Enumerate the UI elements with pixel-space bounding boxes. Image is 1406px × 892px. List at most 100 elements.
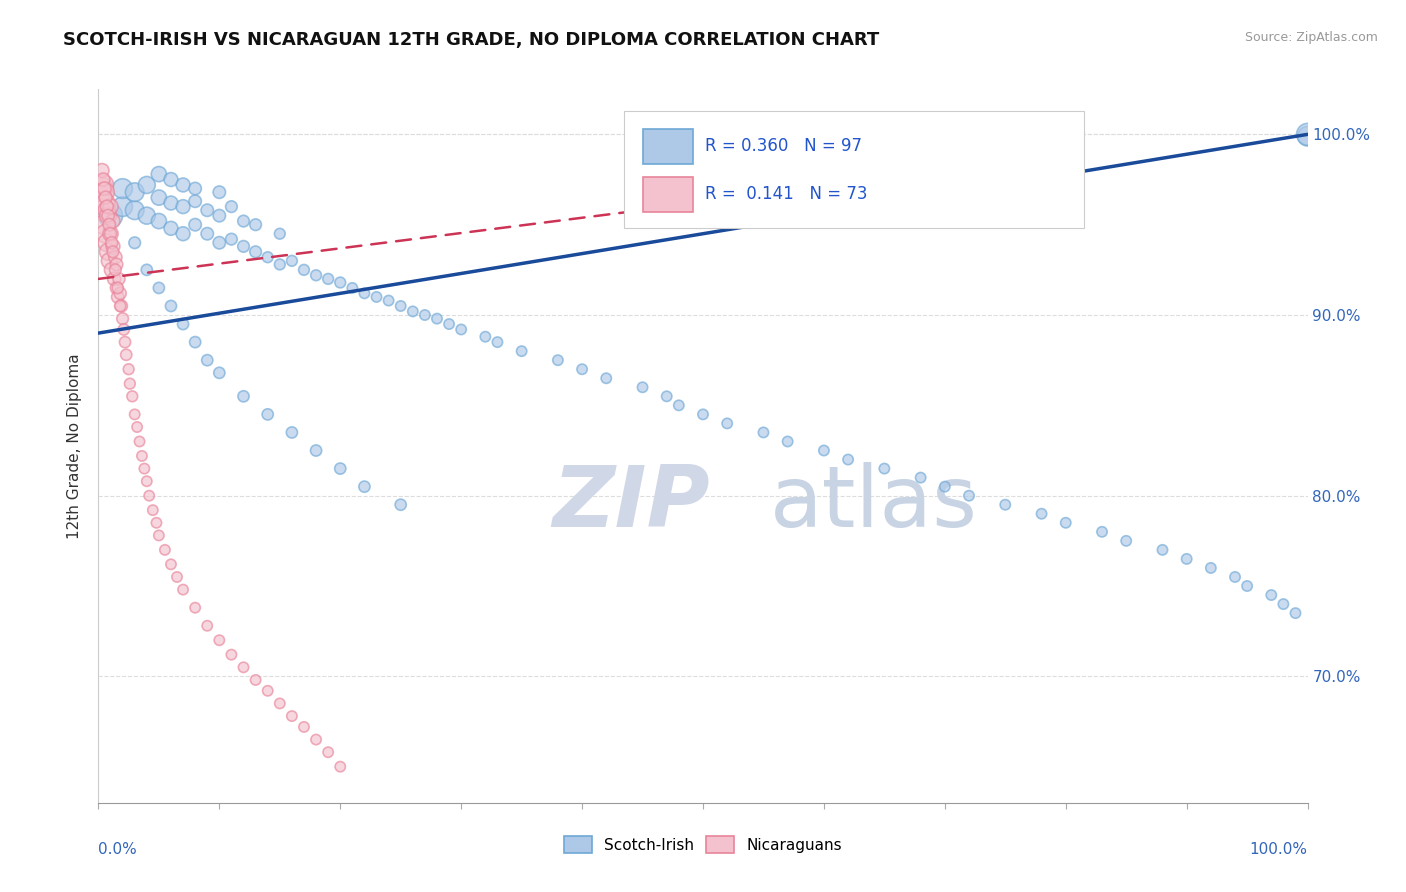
Point [111, 181, 134, 195]
Point [97, 244, 120, 259]
Text: Source: ZipAtlas.com: Source: ZipAtlas.com [1244, 31, 1378, 45]
Point [135, 263, 157, 277]
Point [547, 353, 569, 368]
Point [105, 257, 128, 271]
Point [245, 673, 267, 687]
Point [256, 683, 278, 698]
Point [91, 203, 114, 218]
Point [269, 257, 291, 271]
Point [232, 239, 254, 253]
Point [100, 227, 122, 241]
Point [353, 286, 375, 301]
Point [1296, 128, 1319, 142]
Point [184, 194, 207, 209]
Point [98, 253, 121, 268]
Point [111, 311, 134, 326]
Point [100, 227, 122, 241]
Point [96, 235, 118, 250]
Text: R = 0.360   N = 97: R = 0.360 N = 97 [706, 136, 862, 154]
Point [1115, 533, 1137, 548]
Point [101, 214, 124, 228]
Point [91, 163, 114, 178]
Point [316, 745, 339, 759]
Point [389, 299, 412, 313]
Point [124, 408, 146, 422]
Point [353, 480, 375, 494]
Point [256, 250, 278, 264]
Point [281, 253, 304, 268]
Point [172, 178, 194, 192]
Point [135, 209, 157, 223]
Point [93, 181, 115, 195]
Point [93, 185, 115, 199]
Text: 0.0%: 0.0% [98, 842, 138, 857]
Point [115, 348, 138, 362]
Point [118, 376, 141, 391]
Point [269, 227, 291, 241]
Point [172, 227, 194, 241]
Point [1199, 561, 1222, 575]
Point [631, 380, 654, 394]
Point [208, 633, 231, 648]
Point [160, 196, 183, 211]
Point [305, 443, 328, 458]
Point [148, 191, 170, 205]
Point [96, 203, 118, 218]
Point [107, 281, 129, 295]
Point [1054, 516, 1077, 530]
Point [110, 299, 132, 313]
Point [114, 335, 136, 350]
Point [292, 720, 315, 734]
Point [94, 191, 117, 205]
Point [329, 276, 352, 290]
Point [1152, 542, 1174, 557]
Point [486, 335, 509, 350]
Point [145, 516, 167, 530]
Point [100, 209, 122, 223]
Point [837, 452, 859, 467]
Point [118, 362, 141, 376]
Point [107, 290, 129, 304]
Point [104, 263, 127, 277]
Point [1175, 552, 1198, 566]
Point [221, 232, 243, 246]
FancyBboxPatch shape [624, 111, 1084, 228]
Point [1091, 524, 1114, 539]
Point [94, 227, 117, 241]
Point [692, 408, 714, 422]
Point [1223, 570, 1246, 584]
Point [668, 398, 690, 412]
Point [329, 461, 352, 475]
Point [595, 371, 617, 385]
Point [994, 498, 1017, 512]
Point [131, 449, 153, 463]
Point [195, 353, 218, 368]
Point [184, 600, 207, 615]
Point [134, 461, 156, 475]
Point [910, 470, 932, 484]
Point [184, 218, 207, 232]
Point [104, 250, 127, 264]
Point [101, 244, 124, 259]
Point [208, 235, 231, 250]
Point [377, 293, 399, 308]
Point [112, 322, 135, 336]
Point [108, 286, 131, 301]
Point [101, 239, 124, 253]
Point [221, 648, 243, 662]
Point [148, 528, 170, 542]
Point [135, 474, 157, 488]
Point [142, 503, 165, 517]
Point [148, 167, 170, 181]
Point [172, 582, 194, 597]
Point [281, 425, 304, 440]
Point [873, 461, 896, 475]
Point [121, 389, 143, 403]
Point [108, 272, 131, 286]
Point [105, 281, 128, 295]
Point [184, 335, 207, 350]
Point [1031, 507, 1053, 521]
Point [474, 329, 496, 343]
Point [208, 185, 231, 199]
Point [316, 272, 339, 286]
